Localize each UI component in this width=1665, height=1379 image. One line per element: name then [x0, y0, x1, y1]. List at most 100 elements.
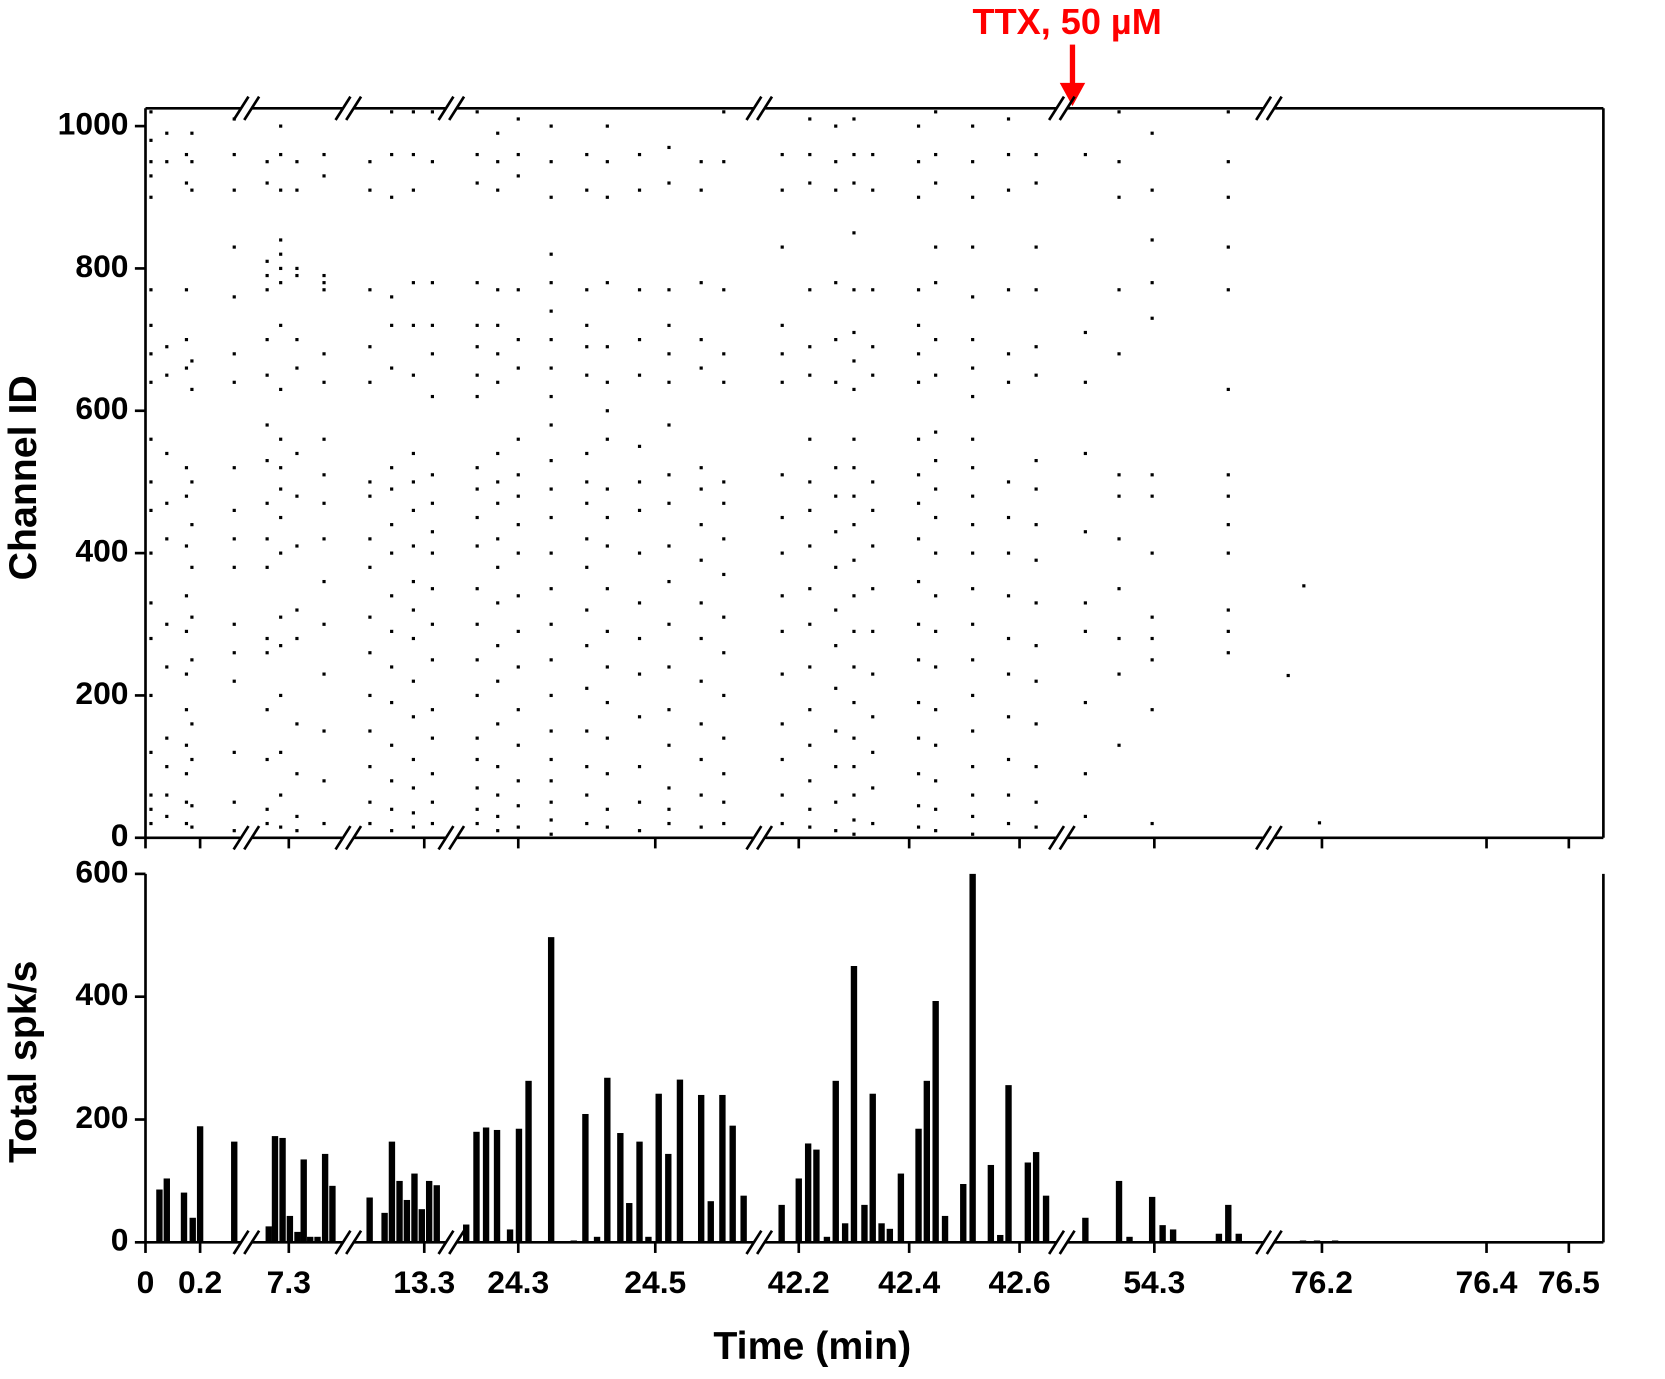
spike [871, 288, 875, 292]
spike [496, 451, 500, 456]
spike [1034, 679, 1038, 683]
bar [923, 1080, 931, 1243]
spike [549, 338, 553, 342]
spike [279, 644, 283, 648]
spike [605, 629, 609, 633]
spike [430, 501, 435, 505]
bar [506, 1229, 514, 1243]
spike [637, 829, 642, 833]
bar [463, 1224, 470, 1243]
spike [605, 736, 609, 740]
bar [897, 1173, 905, 1243]
spike [368, 800, 372, 804]
spike [475, 544, 479, 548]
spike [184, 366, 189, 370]
spike [1226, 494, 1230, 498]
spike [585, 793, 589, 797]
spike [1150, 238, 1154, 242]
y-tick-label: 600 [75, 390, 128, 426]
spike [549, 800, 553, 804]
spike [475, 345, 479, 349]
bar [515, 1128, 523, 1243]
spike [934, 743, 938, 747]
spike [780, 594, 784, 598]
bar [403, 1199, 411, 1243]
bar [205, 1241, 212, 1243]
x-tick-label: 42.2 [768, 1264, 830, 1300]
bar [1159, 1225, 1166, 1243]
spike [637, 601, 642, 605]
spike [834, 338, 838, 342]
spike [834, 565, 838, 569]
spike [1302, 584, 1306, 588]
spike [916, 288, 921, 292]
axis-break [232, 1229, 250, 1255]
spike [971, 814, 975, 819]
spike [1117, 352, 1121, 356]
spike [411, 152, 415, 157]
spike [549, 458, 553, 463]
spike [1150, 494, 1154, 498]
spike [1150, 188, 1154, 192]
annotation: TTX, 50 µM [973, 1, 1162, 42]
spike [516, 523, 520, 527]
spike [184, 629, 189, 633]
bar [886, 1228, 894, 1243]
spike [430, 323, 435, 327]
spike [605, 772, 609, 776]
bar [593, 1236, 601, 1243]
spike [475, 622, 479, 626]
spike [496, 793, 500, 797]
spike [780, 515, 784, 520]
spike [322, 380, 326, 384]
spike [1034, 458, 1038, 463]
bar [493, 1129, 501, 1243]
spike [1286, 673, 1290, 678]
spike [184, 821, 189, 826]
spike [916, 658, 921, 662]
spike [232, 152, 236, 157]
spike [165, 736, 169, 740]
spike [585, 501, 589, 505]
spike [605, 124, 609, 128]
spike [165, 373, 169, 377]
spike [852, 594, 856, 598]
spike [279, 323, 283, 327]
bar [570, 1240, 577, 1243]
spike [1006, 672, 1011, 676]
spike [1034, 288, 1038, 292]
spike [934, 245, 938, 249]
spike [295, 273, 299, 278]
spike [667, 579, 671, 584]
spike [496, 829, 500, 833]
bar [418, 1209, 426, 1243]
spike [971, 587, 975, 591]
axis-break [243, 95, 261, 121]
spike [808, 508, 812, 512]
spike [934, 551, 938, 555]
bar [707, 1201, 714, 1243]
bar [823, 1236, 831, 1243]
bar [425, 1180, 433, 1243]
bar [366, 1197, 373, 1243]
spike [322, 779, 326, 783]
spike [916, 804, 921, 808]
spike [916, 579, 921, 584]
spike [722, 480, 726, 484]
bar [804, 1143, 812, 1243]
spike [496, 501, 500, 505]
spike [190, 658, 194, 662]
spike [368, 537, 372, 541]
spike [722, 615, 726, 619]
spike [475, 757, 479, 762]
spike [232, 245, 236, 249]
spike [390, 779, 394, 783]
spike [496, 765, 500, 769]
spike [780, 551, 784, 555]
spike [834, 800, 838, 804]
spike [549, 693, 553, 698]
spike [834, 380, 838, 384]
spike [722, 288, 726, 292]
spike [475, 281, 479, 285]
spike [430, 587, 435, 591]
